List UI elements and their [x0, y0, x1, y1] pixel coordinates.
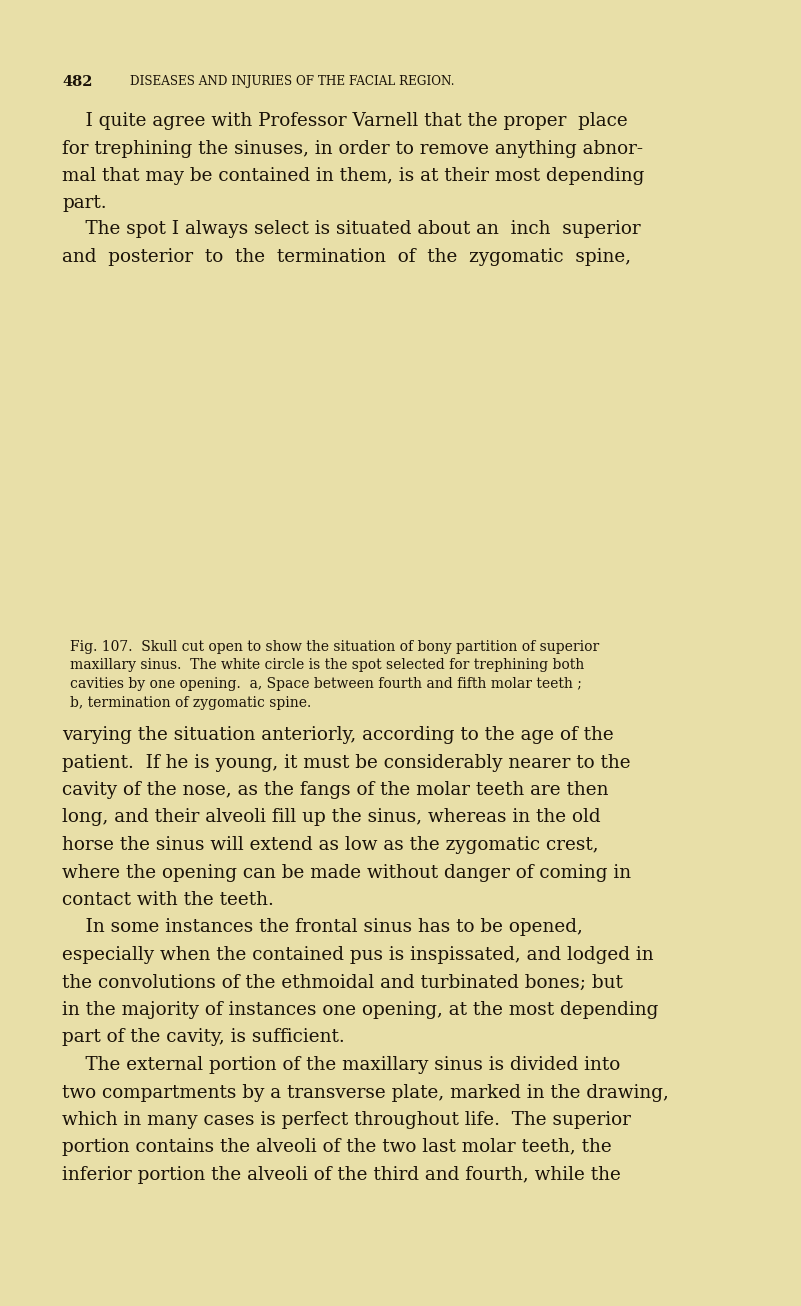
Text: patient.  If he is young, it must be considerably nearer to the: patient. If he is young, it must be cons… [62, 754, 630, 772]
Text: The external portion of the maxillary sinus is divided into: The external portion of the maxillary si… [62, 1057, 620, 1074]
Text: contact with the teeth.: contact with the teeth. [62, 891, 274, 909]
Text: The spot I always select is situated about an  inch  superior: The spot I always select is situated abo… [62, 219, 641, 238]
Text: which in many cases is perfect throughout life.  The superior: which in many cases is perfect throughou… [62, 1111, 631, 1128]
Text: DISEASES AND INJURIES OF THE FACIAL REGION.: DISEASES AND INJURIES OF THE FACIAL REGI… [130, 74, 454, 88]
Text: two compartments by a transverse plate, marked in the drawing,: two compartments by a transverse plate, … [62, 1084, 669, 1101]
Text: portion contains the alveoli of the two last molar teeth, the: portion contains the alveoli of the two … [62, 1139, 612, 1157]
Text: cavity of the nose, as the fangs of the molar teeth are then: cavity of the nose, as the fangs of the … [62, 781, 609, 799]
Text: part.: part. [62, 195, 107, 213]
Text: inferior portion the alveoli of the third and fourth, while the: inferior portion the alveoli of the thir… [62, 1166, 621, 1185]
Text: especially when the contained pus is inspissated, and lodged in: especially when the contained pus is ins… [62, 946, 654, 964]
Text: cavities by one opening.  a, Space between fourth and fifth molar teeth ;: cavities by one opening. a, Space betwee… [70, 677, 582, 691]
Text: part of the cavity, is sufficient.: part of the cavity, is sufficient. [62, 1029, 344, 1046]
Text: for trephining the sinuses, in order to remove anything abnor-: for trephining the sinuses, in order to … [62, 140, 643, 158]
Text: the convolutions of the ethmoidal and turbinated bones; but: the convolutions of the ethmoidal and tu… [62, 973, 623, 991]
Text: horse the sinus will extend as low as the zygomatic crest,: horse the sinus will extend as low as th… [62, 836, 598, 854]
Text: 482: 482 [62, 74, 92, 89]
Text: Fig. 107.  Skull cut open to show the situation of bony partition of superior: Fig. 107. Skull cut open to show the sit… [70, 640, 599, 654]
Text: in the majority of instances one opening, at the most depending: in the majority of instances one opening… [62, 1000, 658, 1019]
Text: I quite agree with Professor Varnell that the proper  place: I quite agree with Professor Varnell tha… [62, 112, 628, 131]
Text: long, and their alveoli fill up the sinus, whereas in the old: long, and their alveoli fill up the sinu… [62, 808, 601, 827]
Text: b, termination of zygomatic spine.: b, termination of zygomatic spine. [70, 696, 312, 709]
Text: mal that may be contained in them, is at their most depending: mal that may be contained in them, is at… [62, 167, 644, 185]
Text: varying the situation anteriorly, according to the age of the: varying the situation anteriorly, accord… [62, 726, 614, 744]
Text: and  posterior  to  the  termination  of  the  zygomatic  spine,: and posterior to the termination of the … [62, 248, 631, 265]
Text: In some instances the frontal sinus has to be opened,: In some instances the frontal sinus has … [62, 918, 583, 936]
Text: where the opening can be made without danger of coming in: where the opening can be made without da… [62, 863, 631, 882]
Text: maxillary sinus.  The white circle is the spot selected for trephining both: maxillary sinus. The white circle is the… [70, 658, 584, 673]
